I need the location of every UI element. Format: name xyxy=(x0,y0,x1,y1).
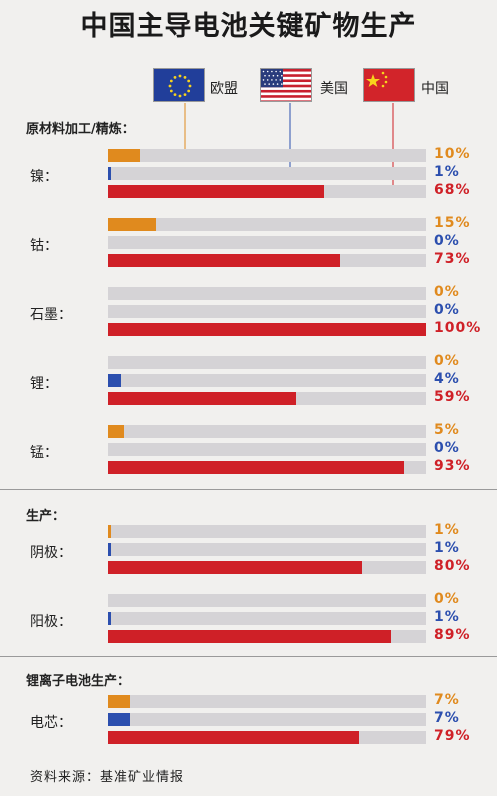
value-label-eu: 15% xyxy=(434,215,471,231)
bar-us xyxy=(108,167,112,180)
value-label-eu: 10% xyxy=(434,146,471,162)
category-label: 锰： xyxy=(30,445,58,461)
bar-track xyxy=(108,305,426,318)
bar-track xyxy=(108,561,426,574)
bar-eu xyxy=(108,525,112,538)
value-label-us: 4% xyxy=(434,371,460,387)
bar-cn xyxy=(108,731,360,744)
value-label-us: 7% xyxy=(434,710,460,726)
bar-cn xyxy=(108,461,404,474)
value-label-cn: 80% xyxy=(434,558,471,574)
value-label-us: 1% xyxy=(434,609,460,625)
section-title: 原材料加工/精炼： xyxy=(26,122,135,137)
value-label-cn: 100% xyxy=(434,320,482,336)
bar-track xyxy=(108,254,426,267)
bar-track xyxy=(108,612,426,625)
bar-track xyxy=(108,630,426,643)
china-flag-icon xyxy=(363,68,415,102)
bar-track xyxy=(108,425,426,438)
bar-eu xyxy=(108,695,131,708)
bar-cn xyxy=(108,392,296,405)
value-label-cn: 79% xyxy=(434,728,471,744)
value-label-eu: 0% xyxy=(434,353,460,369)
bar-cn xyxy=(108,561,363,574)
value-label-eu: 5% xyxy=(434,422,460,438)
leader-line-us xyxy=(111,103,291,174)
eu-flag-icon xyxy=(153,68,205,102)
section-divider xyxy=(0,656,497,657)
bar-track xyxy=(108,461,426,474)
section-title: 锂离子电池生产： xyxy=(26,674,131,689)
bar-us xyxy=(108,612,112,625)
bar-track xyxy=(108,731,426,744)
bar-track xyxy=(108,713,426,726)
leader-line-eu xyxy=(139,103,186,156)
value-label-us: 0% xyxy=(434,440,460,456)
category-label: 镍： xyxy=(30,169,58,185)
section-title: 生产： xyxy=(26,509,66,524)
legend-label-china: 中国 xyxy=(421,81,449,97)
category-label: 电芯： xyxy=(30,715,72,731)
chart-title: 中国主导电池关键矿物生产 xyxy=(80,11,417,42)
value-label-us: 1% xyxy=(434,540,460,556)
bar-track xyxy=(108,323,426,336)
legend-label-us: 美国 xyxy=(320,81,348,97)
bar-track xyxy=(108,594,426,607)
bar-cn xyxy=(108,323,426,336)
bar-track xyxy=(108,218,426,231)
bar-us xyxy=(108,543,112,556)
category-label: 石墨： xyxy=(30,307,72,323)
bar-eu xyxy=(108,425,124,438)
bar-cn xyxy=(108,254,341,267)
category-label: 阴极： xyxy=(30,545,72,561)
bar-track xyxy=(108,374,426,387)
bar-track xyxy=(108,236,426,249)
bar-cn xyxy=(108,185,325,198)
bar-track xyxy=(108,185,426,198)
value-label-cn: 73% xyxy=(434,251,471,267)
bar-cn xyxy=(108,630,392,643)
bar-track xyxy=(108,167,426,180)
section-divider xyxy=(0,489,497,490)
source-note: 资料来源：基准矿业情报 xyxy=(30,770,185,785)
bar-track xyxy=(108,525,426,538)
value-label-eu: 1% xyxy=(434,522,460,538)
bar-track xyxy=(108,287,426,300)
value-label-us: 0% xyxy=(434,302,460,318)
bar-track xyxy=(108,543,426,556)
value-label-us: 1% xyxy=(434,164,460,180)
value-label-cn: 68% xyxy=(434,182,471,198)
category-label: 锂： xyxy=(30,376,58,392)
value-label-us: 0% xyxy=(434,233,460,249)
us-flag-icon xyxy=(260,68,312,102)
value-label-eu: 7% xyxy=(434,692,460,708)
legend-label-eu: 欧盟 xyxy=(210,81,238,97)
value-label-eu: 0% xyxy=(434,284,460,300)
value-label-cn: 93% xyxy=(434,458,471,474)
value-label-cn: 59% xyxy=(434,389,471,405)
bar-eu xyxy=(108,149,140,162)
bar-us xyxy=(108,713,131,726)
value-label-cn: 89% xyxy=(434,627,471,643)
category-label: 钴： xyxy=(30,238,58,254)
bar-track xyxy=(108,149,426,162)
category-label: 阳极： xyxy=(30,614,72,630)
bar-eu xyxy=(108,218,156,231)
value-label-eu: 0% xyxy=(434,591,460,607)
bar-track xyxy=(108,356,426,369)
bar-track xyxy=(108,392,426,405)
bar-track xyxy=(108,443,426,456)
bar-us xyxy=(108,374,121,387)
bar-track xyxy=(108,695,426,708)
